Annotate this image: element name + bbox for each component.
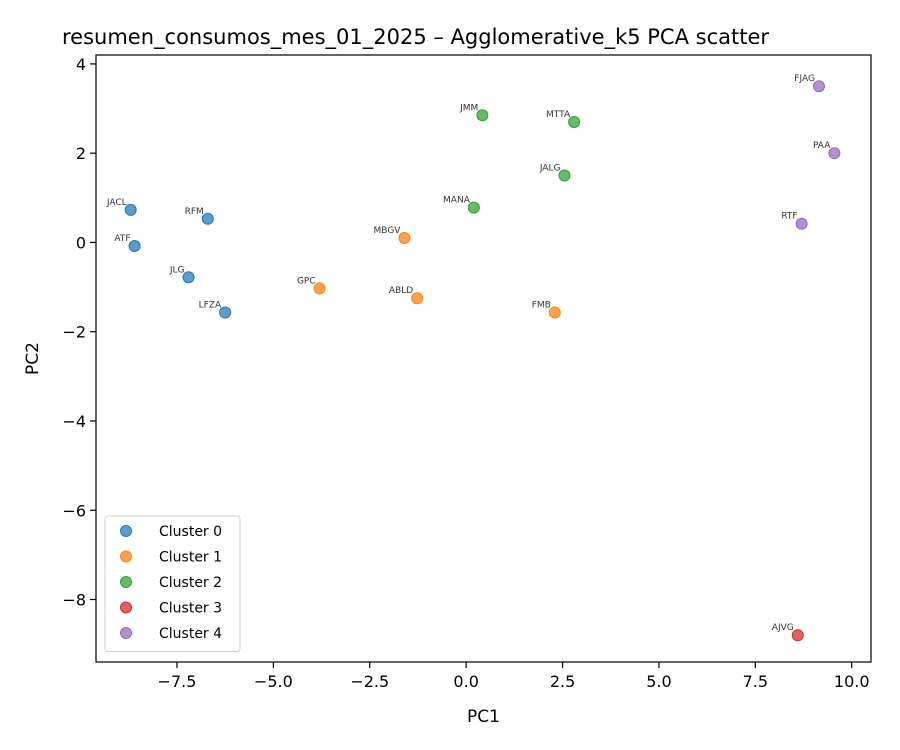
data-point [568,115,581,128]
axes: −7.5 −5.0 −2.5 0.0 2.5 5.0 7.5 10.0 −8 −6 −4 −2 0 2 4 [62,54,872,691]
plot-frame [95,54,872,663]
legend-marker [120,576,132,588]
y-axis-label: PC2 [23,342,43,375]
data-point [313,282,326,295]
data-point [201,212,214,225]
data-point [558,169,571,182]
data-point [795,217,808,230]
legend: Cluster 0 Cluster 1 Cluster 2 Cluster 3 Clus… [104,515,241,652]
point-label: RFM [185,207,204,217]
data-point [476,109,489,122]
point-label: MTTA [546,110,571,120]
x-tick-label: 5.0 [646,672,671,691]
data-point [791,629,804,642]
legend-label: Cluster 2 [159,575,222,591]
legend-label: Cluster 4 [159,626,222,642]
x-tick-label: 2.5 [550,672,575,691]
point-label: ATF [114,234,130,244]
point-label: JALG [539,164,561,174]
x-tick-label: 7.5 [743,672,768,691]
point-label: PAA [813,141,831,151]
data-point [812,80,825,93]
legend-box [104,515,241,652]
chart-title: resumen_consumos_mes_01_2025 – Agglomera… [62,25,769,50]
point-label: GPC [297,276,316,286]
y-tick-label: −6 [62,501,86,520]
point-label: JMM [459,103,478,113]
x-axis-label: PC1 [467,707,500,727]
point-label: JLG [169,265,185,275]
data-point [398,231,411,244]
data-points: JACL ATF RFM JLG LFZA GPC MBGV ABLD FMB JMM MTTA JA… [106,74,841,642]
point-label: LFZA [199,301,222,311]
point-label: AJVG [772,623,794,633]
legend-marker [120,550,132,563]
data-point [411,292,424,305]
y-tick-label: −2 [62,323,86,342]
data-point [828,147,841,160]
legend-marker [120,601,132,614]
data-point [467,201,480,214]
x-tick-label: 10.0 [834,672,870,691]
x-tick-label: 0.0 [453,672,478,691]
point-label: JACL [106,198,127,208]
legend-marker [120,627,132,639]
x-tick-label: −7.5 [158,672,197,691]
y-tick-label: −8 [62,591,86,610]
point-label: RTF [781,212,797,222]
x-tick-label: −5.0 [254,672,293,691]
data-point [182,271,195,284]
x-tick-label: −2.5 [350,672,389,691]
point-label: MBGV [374,226,402,236]
point-label: FMB [532,301,551,311]
y-tick-label: 2 [76,144,86,163]
legend-label: Cluster 3 [159,601,222,617]
data-point [128,240,141,253]
point-label: FJAG [794,74,815,84]
data-point [548,306,561,319]
y-tick-label: 0 [76,233,86,252]
point-label: MANA [443,196,471,206]
data-point [219,306,232,319]
legend-label: Cluster 0 [159,524,222,540]
y-tick-label: 4 [76,55,86,74]
point-label: ABLD [389,286,413,296]
legend-marker [120,525,132,537]
legend-label: Cluster 1 [159,550,222,566]
y-tick-label: −4 [62,412,86,431]
data-point [124,203,137,216]
